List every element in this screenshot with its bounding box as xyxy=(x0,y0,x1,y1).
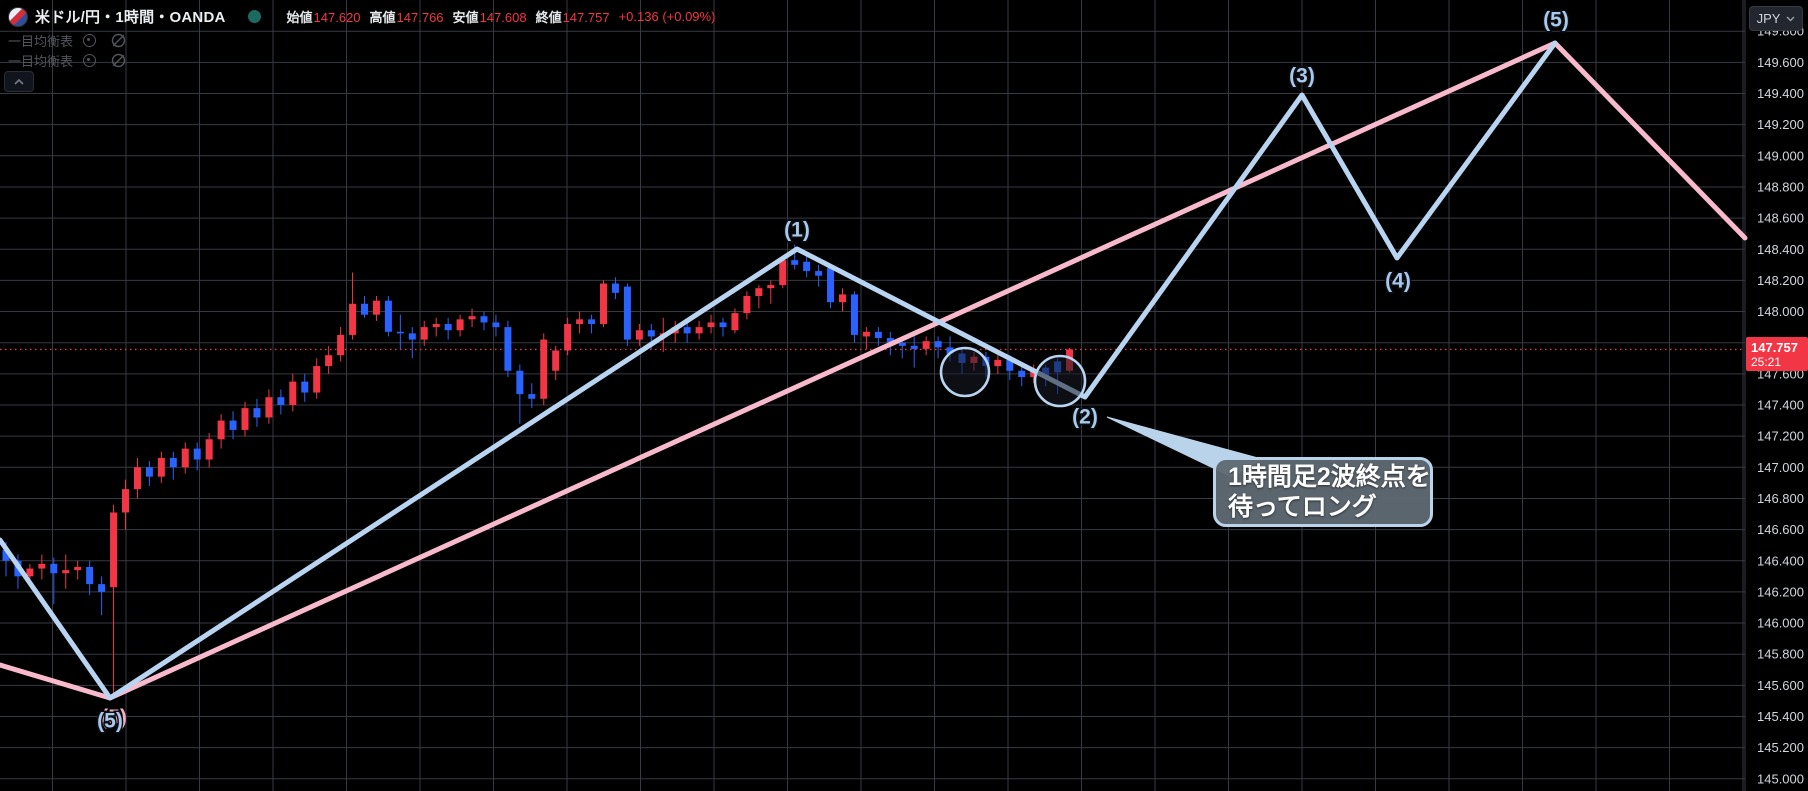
wave-label[interactable]: (1) xyxy=(783,217,812,243)
close-label: 終値 xyxy=(535,10,562,25)
high-value: 147.766 xyxy=(396,10,444,25)
open-value: 147.620 xyxy=(313,10,361,25)
indicator-label: 一目均衡表 xyxy=(8,34,74,49)
wave-label[interactable]: (3) xyxy=(1288,63,1317,89)
svg-text:149.200: 149.200 xyxy=(1757,117,1804,132)
price-axis[interactable]: 149.800149.600149.400149.200149.000148.8… xyxy=(1744,0,1804,791)
svg-text:147.000: 147.000 xyxy=(1757,460,1804,475)
svg-text:147.400: 147.400 xyxy=(1757,398,1804,413)
eye-off-icon[interactable] xyxy=(110,52,127,69)
indicator-badge xyxy=(83,54,97,67)
indicator-badge xyxy=(83,34,97,47)
low-label: 安値 xyxy=(452,10,479,25)
chevron-down-icon xyxy=(1786,16,1795,21)
svg-text:145.400: 145.400 xyxy=(1757,709,1804,724)
indicator-legend-row[interactable]: 一目均衡表 xyxy=(8,31,127,50)
high-label: 高値 xyxy=(369,10,396,25)
svg-text:149.000: 149.000 xyxy=(1757,148,1804,163)
indicator-legend-row[interactable]: 一目均衡表 xyxy=(8,51,127,70)
svg-text:146.600: 146.600 xyxy=(1757,522,1804,537)
usdjpy-pair-icon xyxy=(8,6,28,27)
currency-unit-button[interactable]: JPY xyxy=(1749,6,1803,31)
ohlc-readout: 始値147.620 高値147.766 安値147.608 終値147.757 … xyxy=(287,7,716,26)
svg-text:146.200: 146.200 xyxy=(1757,584,1804,599)
change-value: +0.136 (+0.09%) xyxy=(618,9,716,24)
wave-label[interactable]: (5) xyxy=(1542,7,1571,33)
svg-text:148.800: 148.800 xyxy=(1757,179,1804,194)
legend-collapse-button[interactable] xyxy=(4,71,34,92)
pink-trend-line[interactable] xyxy=(0,40,1748,701)
callout-line2: 待ってロング xyxy=(1228,493,1377,521)
entry-zone-circle[interactable] xyxy=(939,346,991,398)
svg-text:148.200: 148.200 xyxy=(1757,273,1804,288)
wave-label[interactable]: (5) xyxy=(96,708,125,734)
blue-wave-line[interactable] xyxy=(0,40,1558,701)
market-status-dot[interactable] xyxy=(247,10,261,23)
current-price-value: 147.757 xyxy=(1751,339,1798,355)
svg-text:148.400: 148.400 xyxy=(1757,242,1804,257)
current-price-tag: 147.757 25:21 xyxy=(1746,337,1808,371)
wave-label[interactable]: (4) xyxy=(1384,268,1413,294)
svg-text:149.400: 149.400 xyxy=(1757,86,1804,101)
svg-text:148.000: 148.000 xyxy=(1757,304,1804,319)
bar-countdown: 25:21 xyxy=(1751,354,1782,369)
eye-off-icon[interactable] xyxy=(110,32,127,49)
symbol-button[interactable]: 米ドル/円・1時間・OANDA xyxy=(8,6,226,27)
callout-line1: 1時間足2波終点を xyxy=(1228,463,1431,491)
low-value: 147.608 xyxy=(479,10,527,25)
svg-text:145.200: 145.200 xyxy=(1757,740,1804,755)
trade-note-callout[interactable]: 1時間足2波終点を 待ってロング xyxy=(1213,457,1433,527)
chart-header: 米ドル/円・1時間・OANDA 始値147.620 高値147.766 安値14… xyxy=(8,6,715,27)
wave-label[interactable]: (2) xyxy=(1071,404,1100,430)
chevron-up-icon xyxy=(14,78,24,85)
open-label: 始値 xyxy=(286,10,313,25)
wave-label-ghost: (5) xyxy=(101,706,127,729)
elliott-wave-drawing[interactable]: (5)(5)(1)(2)(3)(4)(5) xyxy=(0,7,1748,734)
grid-lines xyxy=(0,0,1745,791)
candlesticks xyxy=(2,244,1074,698)
svg-text:147.200: 147.200 xyxy=(1757,429,1804,444)
svg-text:145.000: 145.000 xyxy=(1757,771,1804,786)
svg-text:146.000: 146.000 xyxy=(1757,616,1804,631)
indicator-label: 一目均衡表 xyxy=(8,54,74,69)
close-value: 147.757 xyxy=(562,10,610,25)
symbol-title: 米ドル/円・1時間・OANDA xyxy=(35,9,226,26)
currency-label: JPY xyxy=(1756,11,1781,26)
svg-text:145.800: 145.800 xyxy=(1757,647,1804,662)
svg-text:149.600: 149.600 xyxy=(1757,55,1804,70)
svg-text:146.800: 146.800 xyxy=(1757,491,1804,506)
entry-zone-circle[interactable] xyxy=(1033,354,1087,408)
svg-text:145.600: 145.600 xyxy=(1757,678,1804,693)
svg-text:148.600: 148.600 xyxy=(1757,211,1804,226)
svg-text:146.400: 146.400 xyxy=(1757,553,1804,568)
